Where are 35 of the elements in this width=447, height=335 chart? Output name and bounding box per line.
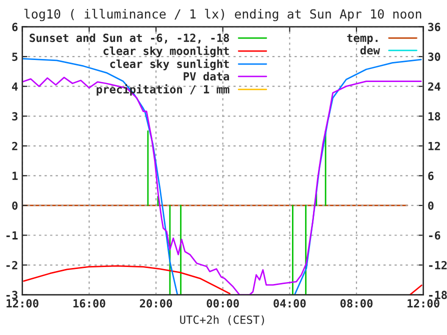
x-tick-label: 12:00 xyxy=(6,299,38,308)
y2-tick-label: -18 xyxy=(429,290,447,300)
y-tick-label: 2 xyxy=(12,142,18,150)
legend-label: Sunset and Sun at -6, -12, -18 xyxy=(30,33,229,44)
legend-label: clear sky sunlight xyxy=(110,58,229,70)
x-tick-label: 04:00 xyxy=(274,299,306,308)
y-tick-label: -2 xyxy=(6,260,18,270)
x-tick-label: 12:00 xyxy=(408,299,440,308)
legend-label: dew xyxy=(360,46,380,54)
x-tick-label: 00:00 xyxy=(206,299,239,308)
y-tick-label: -1 xyxy=(6,231,18,240)
legend-label: temp. xyxy=(347,34,378,44)
legend-label: PV data xyxy=(184,72,230,80)
y2-tick-label: 18 xyxy=(428,112,440,121)
y2-tick-label: 30 xyxy=(428,52,440,61)
legend-label: clear sky moonlight xyxy=(104,46,229,58)
y-tick-label: 6 xyxy=(12,22,18,32)
y2-tick-label: 12 xyxy=(428,142,440,150)
y2-tick-label: 0 xyxy=(428,201,434,210)
x-tick-label: 20:00 xyxy=(140,299,172,308)
y2-tick-label: -6 xyxy=(429,231,440,240)
y-tick-label: -3 xyxy=(6,290,18,300)
y-tick-label: 3 xyxy=(12,112,18,121)
y2-tick-label: 24 xyxy=(428,82,440,91)
chart-title: log10 ( illuminance / 1 lx) ending at Sun Apr 10 noon xyxy=(24,8,422,22)
y2-tick-label: -12 xyxy=(429,260,447,270)
x-tick-label: 16:00 xyxy=(73,299,106,308)
y-tick-label: 1 xyxy=(12,172,18,180)
y-tick-label: 5 xyxy=(12,52,18,61)
y2-tick-label: 6 xyxy=(428,172,434,180)
x-tick-label: 08:00 xyxy=(340,299,373,308)
x-axis-title: UTC+2h (CEST) xyxy=(180,315,264,326)
y-tick-label: 4 xyxy=(12,82,18,91)
y2-tick-label: 36 xyxy=(428,22,440,32)
y-tick-label: 0 xyxy=(12,201,18,210)
